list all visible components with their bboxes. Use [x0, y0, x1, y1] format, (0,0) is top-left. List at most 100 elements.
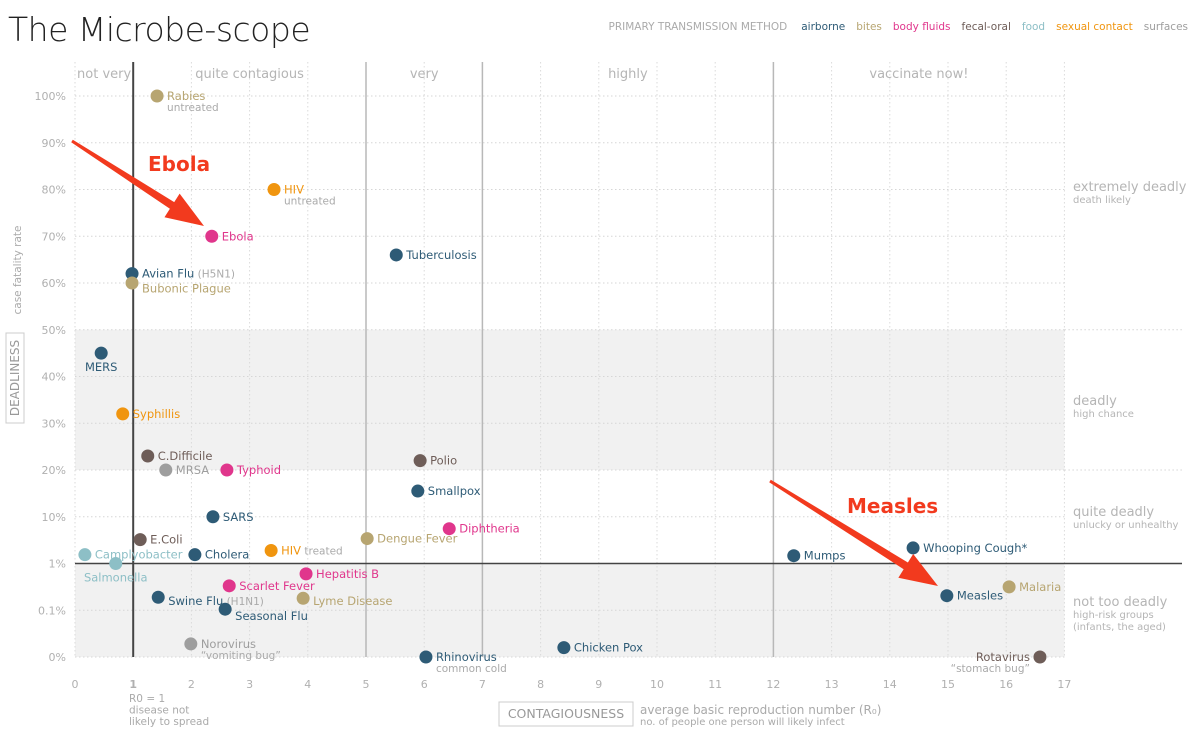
data-point-label: MERS [85, 360, 117, 374]
data-point-label: Lyme Disease [313, 594, 392, 608]
data-point-marker [299, 567, 313, 581]
data-point-label: Swine Flu (H1N1) [168, 594, 264, 608]
data-point-label-group: Cholera [205, 548, 249, 562]
point-norovirus: Norovirus“vomiting bug” [184, 637, 281, 662]
y-tick-label: 50% [42, 324, 66, 337]
point-hepatitis-b: Hepatitis B [299, 567, 379, 581]
point-mers: MERS [85, 346, 117, 374]
data-point-marker [133, 533, 147, 547]
data-point-note: (H5N1) [194, 269, 235, 281]
data-point-label: HIV [284, 183, 304, 197]
data-point-label: Seasonal Flu [235, 609, 308, 623]
x-tick-label: 16 [999, 678, 1013, 691]
point-typhoid: Typhoid [220, 463, 281, 477]
data-point-marker [150, 89, 164, 103]
y-tick-label: 100% [35, 90, 66, 103]
data-point-label: Polio [430, 454, 457, 468]
data-point-label-group: Smallpox [428, 484, 481, 498]
data-point-label-group: Ebola [222, 229, 254, 243]
point-seasonal-flu: Seasonal Flu [218, 602, 308, 623]
point-c-difficile: C.Difficile [141, 449, 212, 463]
y-zone-label: not too deadly [1073, 595, 1168, 610]
y-tick-label: 10% [42, 511, 66, 524]
point-syphillis: Syphillis [116, 407, 180, 421]
data-point-label-group: Syphillis [133, 407, 180, 421]
point-ebola: Ebola [205, 229, 254, 243]
data-point-marker [184, 637, 198, 651]
data-point-note: common cold [436, 663, 507, 675]
y-zone-sublabel: high-risk groups [1073, 610, 1154, 621]
data-point-marker [220, 463, 234, 477]
data-point-label-group: Lyme Disease [313, 594, 392, 608]
point-chicken-pox: Chicken Pox [557, 641, 643, 655]
data-point-label-group: Tuberculosis [405, 248, 476, 262]
y-zone-sublabel: (infants, the aged) [1073, 622, 1166, 633]
data-point-label: Whooping Cough* [923, 541, 1027, 555]
data-point-label: Syphillis [133, 407, 180, 421]
data-point-label: Malaria [1019, 580, 1061, 594]
r0-note: disease not [129, 705, 189, 717]
x-zone-label: vaccinate now! [869, 67, 968, 82]
y-axis-label: DEADLINESS [8, 340, 22, 416]
x-axis-label: CONTAGIOUSNESS [508, 706, 624, 721]
data-point-marker [141, 449, 155, 463]
x-zone-label: highly [608, 67, 648, 82]
data-point-label: Cholera [205, 548, 249, 562]
data-point-marker [188, 548, 202, 562]
point-hiv: HIV treated [264, 544, 343, 558]
legend-item-bites: bites [856, 21, 882, 33]
data-point-marker [264, 544, 278, 558]
legend: airborne bites body fluids fecal-oral food se… [801, 21, 1188, 33]
r0-note: R0 = 1 [129, 693, 165, 705]
y-zone-label: extremely deadly [1073, 180, 1187, 195]
data-point-label-group: Mumps [804, 549, 846, 563]
data-point-marker [267, 183, 281, 196]
data-point-label: Diphtheria [459, 522, 519, 536]
measles-annotation-label: Measles [847, 494, 938, 518]
data-point-label-group: E.Coli [150, 533, 182, 547]
data-point-marker [940, 589, 954, 603]
data-point-label-group: Malaria [1019, 580, 1061, 594]
point-diphtheria: Diphtheria [442, 522, 520, 536]
data-point-marker [296, 591, 310, 605]
y-tick-label: 70% [42, 230, 66, 243]
data-point-note: “stomach bug” [951, 663, 1030, 675]
legend-item-surfaces: surfaces [1144, 21, 1188, 33]
data-point-label-group: SARS [223, 510, 254, 524]
data-point-label: Norovirus [201, 637, 256, 651]
x-tick-label: 9 [595, 678, 602, 691]
annotations: Ebola Measles [71, 139, 938, 586]
point-salmonella: Salmonella [84, 557, 148, 585]
data-point-marker [109, 557, 123, 570]
x-tick-label: 13 [825, 678, 839, 691]
data-point-marker [411, 484, 425, 498]
x-tick-label: 15 [941, 678, 955, 691]
x-tick-label: 10 [650, 678, 664, 691]
data-point-marker [94, 346, 108, 360]
data-point-marker [222, 579, 236, 593]
y-tick-label: 40% [42, 371, 66, 384]
data-point-marker [360, 532, 374, 546]
point-swine-flu: Swine Flu (H1N1) [151, 590, 264, 608]
data-point-label: Ebola [222, 229, 254, 243]
data-point-label-group: MRSA [176, 463, 209, 477]
x-tick-label: 2 [188, 678, 195, 691]
point-avian-flu: Avian Flu (H5N1) [125, 267, 235, 281]
point-measles: Measles [940, 589, 1003, 603]
data-point-label: Tuberculosis [405, 248, 476, 262]
data-point-marker [419, 650, 433, 664]
data-point-marker [125, 267, 139, 281]
y-axis-sublabel: case fatality rate [12, 226, 24, 315]
data-point-label-group: Polio [430, 454, 457, 468]
data-point-marker [218, 602, 232, 616]
page-title: The Microbe-scope [8, 10, 310, 49]
data-point-marker [557, 641, 571, 655]
data-point-label-group: C.Difficile [158, 449, 213, 463]
data-point-label-group: Chicken Pox [574, 641, 643, 655]
data-point-marker [442, 522, 456, 536]
data-point-note: (H1N1) [223, 596, 264, 608]
data-point-marker [413, 454, 427, 468]
legend-item-body: body fluids [893, 21, 951, 33]
